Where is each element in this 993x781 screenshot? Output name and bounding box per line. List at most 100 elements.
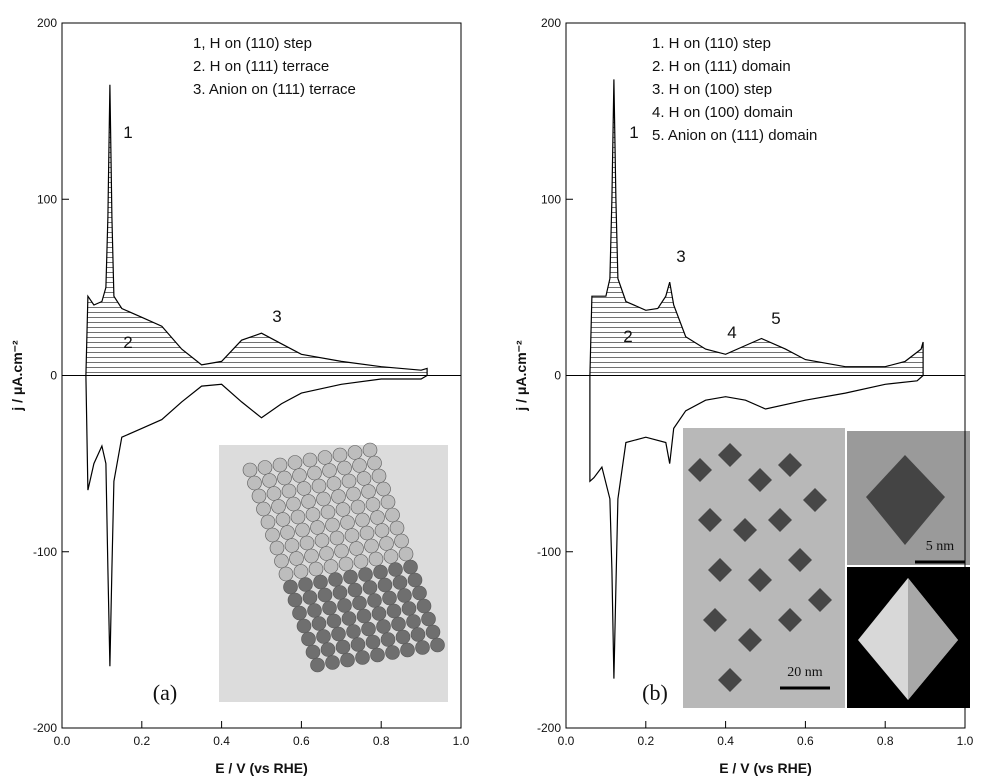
atom (265, 527, 280, 543)
atom (338, 556, 354, 572)
atom (391, 616, 406, 632)
atom (376, 619, 391, 634)
atom (370, 510, 385, 525)
x-tick-label: 0.6 (293, 734, 310, 748)
hatched-area (589, 79, 924, 376)
atom (317, 450, 333, 465)
legend-note: 1, H on (110) step (193, 35, 312, 52)
atom (364, 538, 379, 554)
y-tick-label: 0 (50, 369, 57, 383)
x-tick-label: 0.4 (213, 734, 230, 748)
atom (256, 501, 271, 517)
peak-label: 2 (123, 333, 132, 352)
atom (394, 533, 409, 549)
atom (377, 577, 393, 593)
atom (331, 626, 346, 642)
legend-note: 3. H on (100) step (652, 81, 772, 98)
atom (295, 522, 310, 538)
y-tick-label: -200 (537, 721, 561, 735)
peak-label: 2 (623, 327, 632, 346)
x-tick-label: 0.6 (797, 734, 814, 748)
nanoparticle (808, 588, 832, 612)
nanoparticle (803, 488, 827, 512)
atom (316, 629, 331, 644)
atom (328, 572, 343, 587)
atom (292, 468, 307, 483)
peak-label: 3 (272, 307, 281, 326)
legend-note: 1. H on (110) step (652, 35, 771, 52)
atom (373, 564, 388, 580)
atom (332, 585, 348, 600)
atom (374, 523, 390, 538)
atom (352, 458, 367, 473)
atom (410, 627, 426, 642)
atom (367, 455, 382, 471)
atom (242, 462, 258, 478)
scale-bar-label: 20 nm (787, 665, 823, 680)
atom (331, 489, 346, 504)
atom (388, 562, 403, 577)
atom (398, 546, 414, 562)
atom (361, 484, 376, 499)
atom (277, 470, 292, 486)
atom (337, 460, 352, 476)
atom (367, 593, 382, 608)
atom (305, 507, 321, 522)
nanoparticle (718, 443, 742, 467)
atom (347, 582, 363, 598)
atom (380, 494, 396, 510)
atom (370, 647, 385, 663)
octahedron-face (908, 578, 958, 700)
atom (371, 468, 387, 484)
atom (416, 598, 432, 614)
atom (296, 618, 312, 634)
atom (346, 624, 361, 639)
atom (310, 520, 325, 535)
y-tick-label: 200 (541, 16, 561, 30)
atom (311, 616, 327, 631)
atom (395, 629, 411, 645)
atom (302, 590, 318, 605)
atom (260, 514, 276, 530)
x-tick-label: 0.2 (637, 734, 654, 748)
atom (397, 588, 412, 603)
atom (320, 642, 336, 657)
atom (323, 559, 339, 574)
x-tick-label: 1.0 (453, 734, 470, 748)
atom (400, 642, 415, 658)
atom (313, 574, 328, 590)
peak-label: 4 (727, 323, 736, 342)
atom (311, 478, 327, 494)
atom (290, 509, 306, 525)
atom (362, 442, 378, 458)
atom (257, 460, 273, 475)
atom (368, 551, 384, 567)
atom (262, 473, 277, 488)
y-axis-title: j / μA.cm⁻² (513, 340, 529, 412)
atom (355, 512, 370, 528)
atom (361, 621, 376, 637)
atom (271, 499, 286, 514)
atom (365, 634, 381, 650)
y-tick-label: -200 (33, 721, 57, 735)
atom (386, 603, 402, 619)
legend-note: 3. Anion on (111) terrace (193, 81, 356, 98)
atom (430, 637, 445, 653)
cv-curve (85, 84, 428, 376)
legend-note: 2. H on (111) terrace (193, 58, 329, 75)
atom (269, 540, 285, 556)
y-tick-label: 200 (37, 16, 57, 30)
atom (403, 559, 418, 575)
nanoparticle (703, 608, 727, 632)
atom (292, 605, 307, 621)
atom (356, 608, 372, 624)
atom (340, 515, 355, 530)
atom (383, 549, 399, 564)
atom (401, 601, 417, 616)
cv-curve (589, 375, 924, 679)
atom (407, 572, 423, 588)
atom (371, 606, 387, 621)
atom (347, 445, 363, 460)
atom (287, 455, 303, 470)
peak-label: 5 (771, 309, 780, 328)
